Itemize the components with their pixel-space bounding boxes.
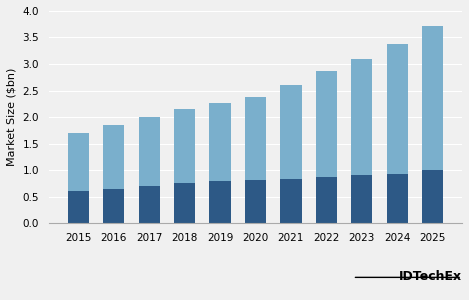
Bar bbox=[174, 183, 195, 223]
Text: IDTechEx: IDTechEx bbox=[399, 270, 462, 283]
Bar bbox=[174, 109, 195, 183]
Bar bbox=[103, 189, 124, 223]
Bar bbox=[422, 26, 443, 170]
Bar bbox=[316, 71, 337, 177]
Y-axis label: Market Size ($bn): Market Size ($bn) bbox=[7, 68, 17, 166]
Bar bbox=[103, 125, 124, 189]
Bar bbox=[386, 174, 408, 223]
Bar bbox=[68, 191, 89, 223]
Bar bbox=[209, 103, 231, 181]
Bar bbox=[316, 177, 337, 223]
Bar bbox=[138, 186, 160, 223]
Bar bbox=[351, 59, 372, 176]
Bar bbox=[422, 170, 443, 223]
Bar bbox=[386, 44, 408, 174]
Bar bbox=[138, 117, 160, 186]
Bar bbox=[280, 85, 302, 179]
Bar bbox=[209, 181, 231, 223]
Bar bbox=[68, 133, 89, 191]
Bar bbox=[280, 179, 302, 223]
Bar bbox=[351, 176, 372, 223]
Bar bbox=[245, 97, 266, 180]
Bar bbox=[245, 180, 266, 223]
